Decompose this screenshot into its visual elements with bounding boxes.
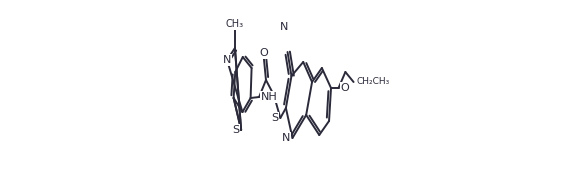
Text: O: O bbox=[341, 83, 349, 93]
Text: CH₃: CH₃ bbox=[226, 19, 244, 29]
Text: N: N bbox=[282, 133, 291, 143]
Text: S: S bbox=[271, 113, 279, 123]
Text: N: N bbox=[280, 22, 288, 32]
Text: S: S bbox=[232, 125, 239, 135]
Text: NH: NH bbox=[261, 92, 278, 102]
Text: N: N bbox=[223, 55, 231, 65]
Text: CH₂CH₃: CH₂CH₃ bbox=[357, 77, 390, 86]
Text: O: O bbox=[259, 48, 268, 58]
